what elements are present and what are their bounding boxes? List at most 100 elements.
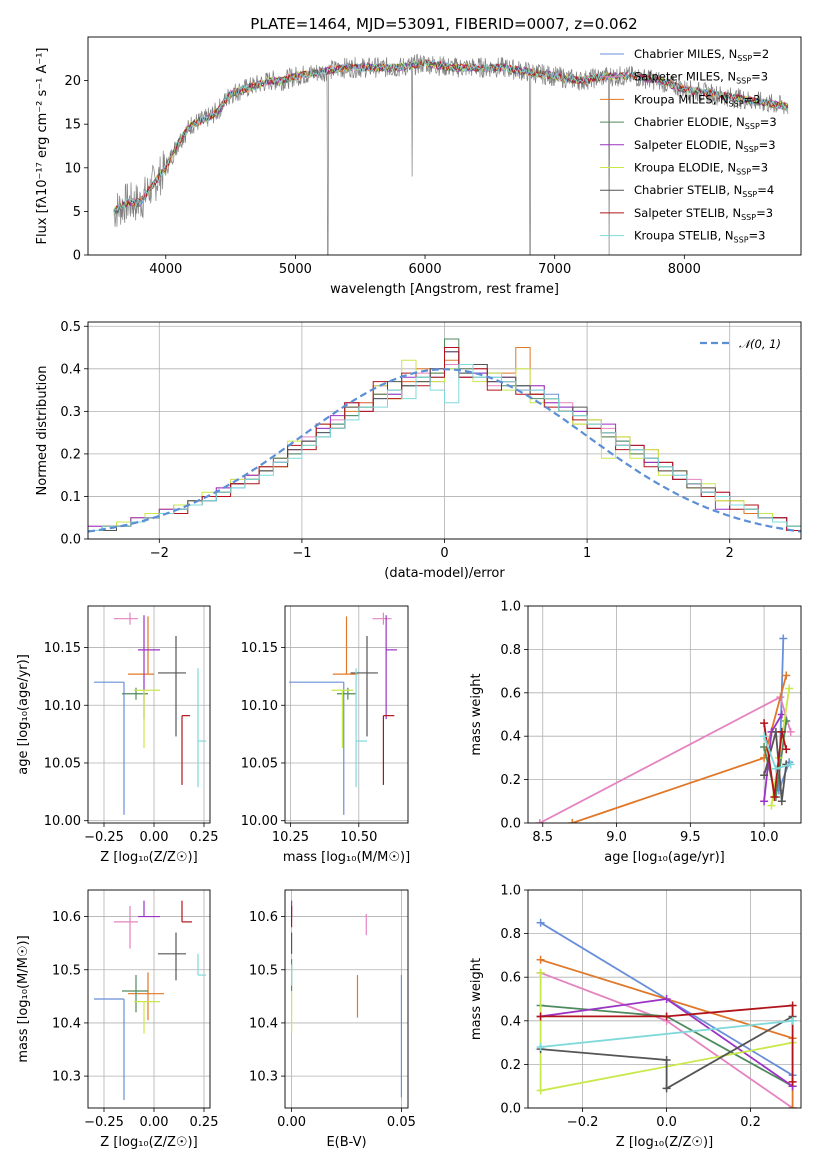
weight-marker-kroupa-elodie — [536, 968, 545, 977]
weight-marker-kroupa-miles — [568, 819, 577, 823]
axes-2: −2 −1 0 1 2 0.0 0.1 0.2 0.3 0.4 0.5 (data-model)/er… — [35, 320, 802, 581]
weight-marker-salpeter-stelib — [770, 792, 779, 801]
legend-label: Kroupa STELIB, N — [634, 229, 734, 243]
model-line-salpeter-stelib — [113, 59, 789, 213]
y-tick-label: 0.4 — [500, 1014, 521, 1029]
y-axis-label: mass weight — [469, 673, 484, 755]
x-tick-label: 0.00 — [277, 1115, 306, 1130]
weight-marker-salpeter-stelib — [536, 1012, 545, 1021]
axes-4: 10.25 10.50 10.00 10.05 10.10 10.15 mass [log₁… — [241, 605, 410, 865]
weight-marker-kroupa-miles — [782, 671, 791, 680]
legend-suffix: =3 — [756, 206, 773, 220]
x-tick-label: 0.0 — [656, 1115, 677, 1130]
y-tick-label: 10.05 — [241, 756, 278, 771]
weight-marker-salpeter-stelib — [788, 1001, 797, 1010]
y-axis-label: Normed distribution — [35, 366, 50, 496]
y-axis-label: Flux [fλ10⁻¹⁷ erg cm⁻² s⁻¹ A⁻¹] — [35, 48, 50, 245]
axes-frame — [87, 605, 211, 824]
plot-area — [536, 918, 797, 1108]
x-axis-label: age [log₁₀(age/yr)] — [604, 850, 725, 865]
x-axis-label: Z [log₁₀(Z/Z☉)] — [100, 850, 197, 865]
y-tick-label: 10 — [64, 161, 81, 176]
x-axis-label: (data-model)/error — [384, 566, 505, 581]
ticks: −0.2 0.0 0.2 0.0 0.2 0.4 0.6 0.8 1.0 — [500, 884, 761, 1131]
model-line-kroupa-stelib — [113, 60, 789, 215]
weight-marker-kroupa-stelib — [771, 764, 780, 773]
weight-marker-kroupa-stelib — [760, 732, 769, 741]
x-tick-label: 7000 — [538, 262, 571, 277]
weight-marker-salpeter-stelib — [788, 1077, 797, 1086]
legend-label: Kroupa ELODIE, N — [634, 161, 736, 175]
axes-frame — [527, 605, 802, 824]
x-axis-label: wavelength [Angstrom, rest frame] — [330, 282, 559, 297]
legend-suffix: =4 — [757, 183, 774, 197]
y-tick-label: 0.6 — [500, 971, 521, 986]
x-tick-label: 10.25 — [272, 830, 309, 845]
ticks: −0.25 0.00 0.25 10.3 10.4 10.5 10.6 — [52, 910, 218, 1130]
y-axis-label: age [log₁₀(age/yr)] — [16, 654, 31, 775]
x-tick-label: 8.5 — [532, 830, 553, 845]
weight-marker-salpeter-stelib — [777, 727, 786, 736]
y-tick-label: 20 — [64, 74, 81, 89]
y-tick-label: 10.3 — [52, 1070, 81, 1085]
y-tick-label: 0.6 — [500, 686, 521, 701]
y-tick-label: 10.5 — [249, 963, 278, 978]
weight-marker-kroupa-stelib — [536, 1042, 545, 1051]
y-tick-label: 0.2 — [500, 1058, 521, 1073]
legend-label: Salpeter STELIB, N — [634, 206, 741, 220]
y-tick-label: 0.0 — [500, 1102, 521, 1117]
y-tick-label: 10.4 — [249, 1016, 278, 1031]
grid — [88, 606, 210, 823]
weight-marker-chabrier-stelib — [662, 1056, 671, 1065]
weight-marker-chabrier-stelib — [760, 771, 769, 780]
ticks: −0.25 0.00 0.25 10.00 10.05 10.10 10.15 — [44, 641, 219, 845]
y-tick-label: 0.8 — [500, 643, 521, 658]
legend-entry-chabrier-stelib: Chabrier STELIB, NSSP=4 — [634, 183, 774, 199]
legend-entry-chabrier-elodie: Chabrier ELODIE, NSSP=3 — [634, 115, 777, 131]
plot-area — [535, 634, 795, 823]
x-tick-label: 10.0 — [750, 830, 779, 845]
legend-suffix: =2 — [752, 47, 769, 61]
weight-marker-salpeter-miles — [535, 819, 544, 823]
x-tick-label: −0.25 — [84, 830, 124, 845]
legend-suffix: =3 — [760, 115, 777, 129]
legend-subscript: SSP — [737, 54, 752, 63]
ticks: 10.25 10.50 10.00 10.05 10.10 10.15 — [241, 641, 378, 845]
weight-marker-kroupa-stelib — [786, 760, 795, 769]
weight-marker-chabrier-miles — [779, 634, 788, 643]
legend-entry-salpeter-miles: Salpeter MILES, NSSP=3 — [634, 70, 768, 86]
y-tick-label: 0.4 — [60, 362, 81, 377]
legend-label: Salpeter ELODIE, N — [634, 138, 744, 152]
x-tick-label: 0.00 — [140, 1115, 169, 1130]
y-tick-label: 0.0 — [60, 533, 81, 548]
axes-frame — [284, 605, 409, 824]
x-tick-label: 0.00 — [140, 830, 169, 845]
y-tick-label: 15 — [64, 118, 81, 133]
x-tick-label: −0.25 — [84, 1115, 124, 1130]
y-tick-label: 10.10 — [241, 699, 278, 714]
legend-subscript: SSP — [736, 168, 751, 177]
x-tick-label: 1 — [583, 546, 591, 561]
axes-frame — [87, 889, 211, 1109]
y-tick-label: 10.4 — [52, 1016, 81, 1031]
legend-subscript: SSP — [744, 145, 759, 154]
x-axis-label: E(B-V) — [326, 1135, 366, 1150]
weight-marker-salpeter-elodie — [760, 797, 769, 806]
weight-marker-kroupa-miles — [536, 955, 545, 964]
y-tick-label: 0.2 — [500, 773, 521, 788]
ticks: 8.5 9.0 9.5 10.0 0.0 0.2 0.4 0.6 0.8 1.0 — [500, 600, 778, 846]
axes-5: 8.5 9.0 9.5 10.0 0.0 0.2 0.4 0.6 0.8 1.0 age [log₁… — [469, 600, 802, 865]
legend-subscript: SSP — [734, 236, 749, 245]
x-tick-label: 0.05 — [387, 1115, 416, 1130]
legend-subscript: SSP — [745, 122, 760, 131]
axes-frame — [87, 36, 802, 256]
x-axis-label: Z [log₁₀(Z/Z☉)] — [616, 1135, 713, 1150]
axes-frame — [527, 889, 802, 1109]
legend-entry-kroupa-elodie: Kroupa ELODIE, NSSP=3 — [634, 161, 768, 177]
histogram-step-kroupa-stelib — [88, 364, 801, 531]
weight-marker-chabrier-stelib — [777, 797, 786, 806]
weight-marker-kroupa-elodie — [536, 1086, 545, 1095]
axes-3: −0.25 0.00 0.25 10.00 10.05 10.10 10.15 Z [log₁… — [16, 605, 219, 865]
legend-entry-chabrier-miles: Chabrier MILES, NSSP=2 — [634, 47, 769, 63]
